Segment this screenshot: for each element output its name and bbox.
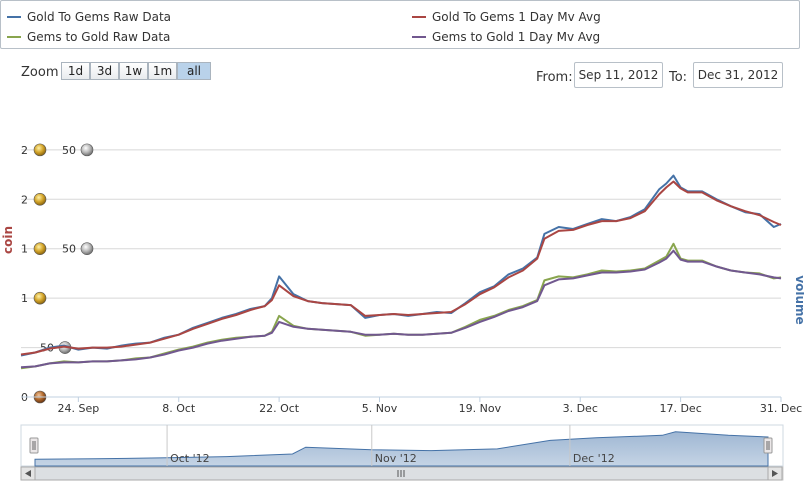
- legend-item-gold-to-gems-avg[interactable]: Gold To Gems 1 Day Mv Avg: [412, 9, 601, 25]
- y-tick-label: 1 50: [21, 242, 94, 256]
- series-line-1[interactable]: [20, 174, 782, 357]
- legend-swatch: [7, 35, 21, 38]
- zoom-1w-button[interactable]: 1w: [119, 62, 148, 80]
- scroll-right-button[interactable]: [767, 466, 783, 481]
- legend-item-gems-to-gold-avg[interactable]: Gems to Gold 1 Day Mv Avg: [412, 29, 600, 45]
- y-tick-gold-text: 1: [21, 292, 28, 305]
- x-tick-label: 8. Oct: [162, 402, 196, 415]
- y-tick-gold-text: 2: [21, 144, 28, 157]
- x-tick-label: 24. Sep: [57, 402, 99, 415]
- zoom-3d-button[interactable]: 3d: [90, 62, 119, 80]
- zoom-1m-button[interactable]: 1m: [148, 62, 177, 80]
- y-tick-silver-text: 50: [62, 144, 76, 157]
- y-tick-label: 2: [21, 193, 47, 206]
- arrow-left-icon: [25, 470, 31, 477]
- gold-coin-icon: [33, 193, 47, 206]
- navigator-series: [34, 431, 769, 467]
- silver-coin-icon: [80, 242, 94, 256]
- y2-axis-title: volume: [793, 275, 804, 324]
- to-label: To:: [669, 70, 688, 85]
- y-tick-silver-text: 50: [62, 243, 76, 256]
- gold-coin-icon: [33, 242, 47, 256]
- legend: Gold To Gems Raw Data Gold To Gems 1 Day…: [0, 0, 800, 49]
- from-date-input[interactable]: Sep 11, 2012: [574, 62, 663, 88]
- y-axis-title: coin: [1, 226, 15, 254]
- navigator-tick-label: Oct '12: [170, 452, 210, 465]
- handle-body[interactable]: [763, 437, 773, 454]
- legend-label: Gems to Gold Raw Data: [27, 30, 171, 44]
- x-tick-label: 19. Nov: [459, 402, 502, 415]
- legend-swatch: [7, 15, 21, 18]
- series-line-4[interactable]: [20, 249, 782, 369]
- series-group: [20, 174, 782, 370]
- x-tick-label: 31. Dec: [760, 402, 802, 415]
- legend-item-gold-to-gems-raw[interactable]: Gold To Gems Raw Data: [7, 9, 171, 25]
- silver-coin-icon: [80, 143, 94, 157]
- navigator[interactable]: Oct '12 Nov '12 Dec '12: [20, 424, 784, 481]
- y-tick-gold-text: 2: [21, 193, 28, 206]
- series-line-3[interactable]: [20, 242, 782, 370]
- navigator-tick-label: Dec '12: [573, 452, 615, 465]
- navigator-right-handle[interactable]: [763, 437, 773, 454]
- zoom-1d-button[interactable]: 1d: [61, 62, 90, 80]
- legend-label: Gems to Gold 1 Day Mv Avg: [432, 30, 601, 44]
- arrow-right-icon: [772, 470, 778, 477]
- y-tick-gold-text: 1: [21, 243, 28, 256]
- gold-coin-icon: [33, 291, 47, 305]
- series-line-2[interactable]: [20, 180, 782, 356]
- legend-swatch: [412, 35, 426, 38]
- y-tick-label: 1: [21, 291, 47, 305]
- legend-label: Gold To Gems Raw Data: [27, 10, 171, 24]
- y-tick-label: 2 50: [21, 143, 94, 157]
- legend-item-gems-to-gold-raw[interactable]: Gems to Gold Raw Data: [7, 29, 170, 45]
- handle-body[interactable]: [29, 437, 39, 454]
- y-axis: 05011502250: [21, 143, 94, 404]
- navigator-tick-label: Nov '12: [375, 452, 417, 465]
- to-date-input[interactable]: Dec 31, 2012: [693, 62, 783, 88]
- gold-coin-icon: [33, 143, 47, 157]
- x-tick-label: 3. Dec: [563, 402, 598, 415]
- navigator-left-handle[interactable]: [29, 437, 39, 454]
- scrollbar-grip-icon: [397, 470, 405, 477]
- x-axis: 24. Sep 8. Oct 22. Oct 5. Nov 19. Nov 3. Dec 1…: [21, 396, 802, 415]
- legend-swatch: [412, 15, 426, 18]
- x-tick-label: 17. Dec: [659, 402, 701, 415]
- scroll-left-button[interactable]: [20, 466, 36, 481]
- legend-label: Gold To Gems 1 Day Mv Avg: [432, 10, 601, 24]
- zoom-label: Zoom: [21, 65, 59, 80]
- zoom-all-button[interactable]: all: [177, 62, 211, 80]
- x-tick-label: 22. Oct: [259, 402, 300, 415]
- from-label: From:: [536, 70, 573, 85]
- x-tick-label: 5. Nov: [362, 402, 398, 415]
